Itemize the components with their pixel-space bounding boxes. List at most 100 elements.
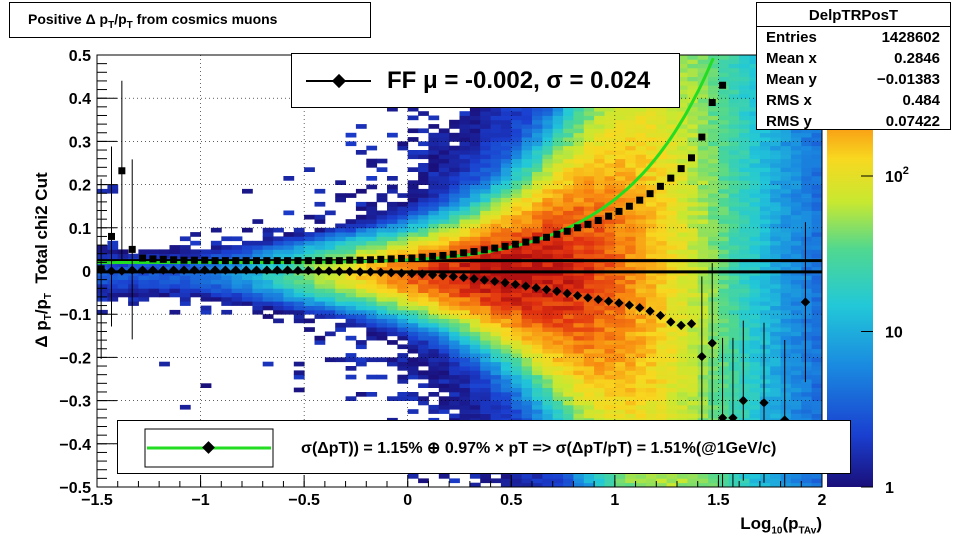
heatmap-cell <box>604 219 616 224</box>
heatmap-cell <box>739 115 750 121</box>
heatmap-cell <box>521 219 533 224</box>
heatmap-cell <box>687 387 699 393</box>
heatmap-cell <box>770 383 781 388</box>
heatmap-cell <box>449 288 460 293</box>
heatmap-cell <box>242 288 253 293</box>
heatmap-cell <box>790 176 802 181</box>
heatmap-cell <box>739 253 750 259</box>
heatmap-cell <box>366 210 378 216</box>
heatmap-cell <box>728 141 740 147</box>
heatmap-cell <box>656 171 668 177</box>
heatmap-cell <box>645 219 657 224</box>
heatmap-cell <box>604 240 616 246</box>
heatmap-cell <box>573 309 585 315</box>
marker-square <box>263 257 271 265</box>
heatmap-cell <box>739 275 750 280</box>
heatmap-cell <box>552 240 564 246</box>
heatmap-cell <box>304 318 315 324</box>
heatmap-cell <box>293 227 305 233</box>
heatmap-cell <box>542 409 554 414</box>
heatmap-cell <box>614 279 626 285</box>
heatmap-cell <box>469 128 481 134</box>
stats-row-mean-y: Mean y −0.01383 <box>757 69 950 90</box>
heatmap-cell <box>428 357 440 363</box>
heatmap-cell <box>739 163 750 168</box>
heatmap-cell <box>801 474 813 479</box>
heatmap-cell <box>625 240 636 246</box>
heatmap-cell <box>635 132 647 138</box>
heatmap-cell <box>625 167 636 172</box>
heatmap-cell <box>604 413 616 419</box>
heatmap-cell <box>521 318 533 324</box>
heatmap-cell <box>645 210 657 216</box>
heatmap-cell <box>563 357 574 363</box>
heatmap-cell <box>573 141 585 147</box>
marker-diamond <box>676 320 686 331</box>
heatmap-cell <box>801 193 813 198</box>
heatmap-cell <box>563 266 574 272</box>
heatmap-cell <box>625 413 636 419</box>
heatmap-cell <box>449 392 460 397</box>
heatmap-cell <box>594 361 605 367</box>
heatmap-cell <box>459 331 471 337</box>
heatmap-cell <box>677 383 688 388</box>
heatmap-cell <box>666 206 678 211</box>
heatmap-cell <box>770 201 781 207</box>
heatmap-cell <box>138 296 150 302</box>
heatmap-cell <box>708 327 719 332</box>
heatmap-cell <box>480 340 491 345</box>
heatmap-cell <box>418 327 429 332</box>
heatmap-cell <box>573 210 585 216</box>
heatmap-cell <box>687 188 699 194</box>
heatmap-cell <box>583 249 595 255</box>
heatmap-cell <box>594 201 605 207</box>
heatmap-cell <box>532 474 543 479</box>
heatmap-cell <box>366 309 378 315</box>
heatmap-cell <box>728 132 740 138</box>
heatmap-cell <box>273 292 284 298</box>
heatmap-cell <box>728 197 740 203</box>
heatmap-cell <box>708 357 719 363</box>
heatmap-cell <box>552 253 564 259</box>
heatmap-cell <box>200 249 212 255</box>
heatmap-cell <box>438 206 450 211</box>
heatmap-cell <box>532 370 543 376</box>
heatmap-cell <box>573 132 585 138</box>
heatmap-cell <box>697 318 709 324</box>
heatmap-cell <box>532 167 543 172</box>
heatmap-cell <box>221 253 233 259</box>
heatmap-cell <box>708 137 719 142</box>
heatmap-cell <box>397 392 409 397</box>
marker-diamond <box>313 266 324 276</box>
heatmap-cell <box>625 227 636 233</box>
heatmap-cell <box>532 188 543 194</box>
heatmap-cell <box>355 227 367 233</box>
heatmap-cell <box>770 206 781 211</box>
heatmap-cell <box>449 163 460 168</box>
heatmap-cell <box>573 128 585 134</box>
heatmap-cell <box>594 409 605 414</box>
x-axis-title-part: ) <box>816 514 822 533</box>
heatmap-cell <box>656 327 668 332</box>
heatmap-cell <box>511 232 523 237</box>
heatmap-cell <box>107 245 119 250</box>
heatmap-cell <box>438 296 450 302</box>
heatmap-cell <box>490 150 502 155</box>
heatmap-cell <box>314 305 326 311</box>
heatmap-cell <box>242 301 253 306</box>
heatmap-cell <box>749 309 761 315</box>
heatmap-cell <box>656 176 668 181</box>
heatmap-cell <box>283 301 295 306</box>
heatmap-cell <box>469 366 481 371</box>
heatmap-cell <box>656 474 668 479</box>
heatmap-cell <box>169 288 181 293</box>
heatmap-cell <box>397 275 409 280</box>
heatmap-cell <box>366 327 378 332</box>
heatmap-cell <box>469 132 481 138</box>
heatmap-cell <box>749 262 761 268</box>
heatmap-cell <box>801 184 813 190</box>
heatmap-cell <box>728 309 740 315</box>
heatmap-cell <box>480 305 491 311</box>
marker-diamond <box>148 265 158 275</box>
heatmap-cell <box>604 193 616 198</box>
